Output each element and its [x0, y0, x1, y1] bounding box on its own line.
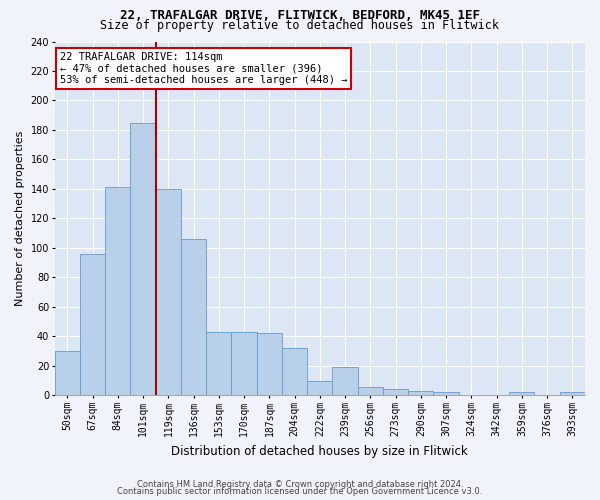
Bar — [156, 189, 181, 396]
Text: Contains HM Land Registry data © Crown copyright and database right 2024.: Contains HM Land Registry data © Crown c… — [137, 480, 463, 489]
Bar — [408, 391, 433, 396]
Bar — [282, 348, 307, 396]
Bar — [560, 392, 585, 396]
Bar — [332, 368, 358, 396]
Bar — [358, 386, 383, 396]
Bar — [181, 239, 206, 396]
Bar — [232, 332, 257, 396]
Y-axis label: Number of detached properties: Number of detached properties — [15, 130, 25, 306]
X-axis label: Distribution of detached houses by size in Flitwick: Distribution of detached houses by size … — [172, 444, 468, 458]
Bar — [55, 351, 80, 396]
Bar — [383, 390, 408, 396]
Bar — [307, 380, 332, 396]
Text: Size of property relative to detached houses in Flitwick: Size of property relative to detached ho… — [101, 19, 499, 32]
Text: 22, TRAFALGAR DRIVE, FLITWICK, BEDFORD, MK45 1EF: 22, TRAFALGAR DRIVE, FLITWICK, BEDFORD, … — [120, 9, 480, 22]
Bar — [433, 392, 459, 396]
Bar — [257, 334, 282, 396]
Bar — [206, 332, 232, 396]
Bar — [80, 254, 105, 396]
Bar — [509, 392, 535, 396]
Bar — [105, 188, 130, 396]
Bar — [130, 122, 156, 396]
Text: Contains public sector information licensed under the Open Government Licence v3: Contains public sector information licen… — [118, 487, 482, 496]
Text: 22 TRAFALGAR DRIVE: 114sqm
← 47% of detached houses are smaller (396)
53% of sem: 22 TRAFALGAR DRIVE: 114sqm ← 47% of deta… — [60, 52, 347, 86]
